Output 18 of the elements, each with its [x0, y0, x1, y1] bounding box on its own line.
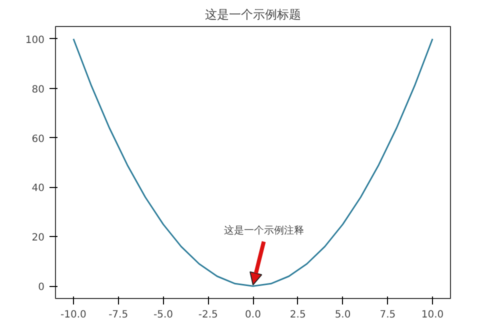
x-tick-label: 5.0 [334, 310, 351, 320]
y-tick-label: 60 [32, 134, 45, 145]
y-tick-label: 40 [32, 183, 45, 194]
x-tick-label: 2.5 [290, 310, 306, 320]
chart-title: 这是一个示例标题 [205, 8, 301, 22]
x-tick-label: 7.5 [380, 310, 396, 320]
x-tick-label: -2.5 [198, 310, 218, 320]
line-series [72, 38, 434, 287]
y-tick-label: 80 [32, 84, 45, 96]
x-tick-label: 10.0 [421, 310, 444, 320]
x-tick-label: -5.0 [153, 310, 173, 320]
y-tick-label: 0 [38, 282, 45, 294]
y-tick-label: 100 [25, 34, 45, 46]
x-tick-label: -7.5 [108, 310, 128, 320]
annotation: 这是一个示例注释 [224, 224, 304, 237]
x-tick-label: -10.0 [60, 310, 86, 320]
x-tick-label: 0.0 [245, 310, 261, 320]
y-tick-label: 20 [32, 232, 45, 244]
